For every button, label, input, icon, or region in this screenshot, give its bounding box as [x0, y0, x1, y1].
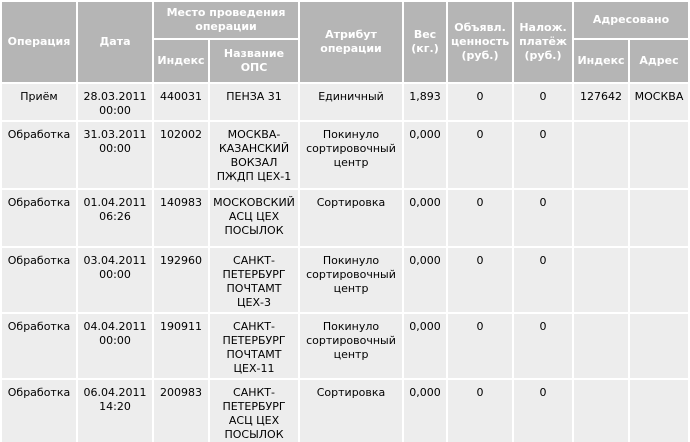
cell-cod: 0 — [514, 122, 573, 188]
cell-cod: 0 — [514, 380, 573, 442]
cell-date: 31.03.2011 00:00 — [78, 122, 152, 188]
cell-place-index: 190911 — [154, 314, 208, 378]
cell-weight: 0,000 — [404, 248, 447, 312]
header-declared-value: Объявл. ценность (руб.) — [448, 2, 513, 82]
cell-place-index: 440031 — [154, 84, 208, 120]
header-date: Дата — [78, 2, 152, 82]
header-row-bottom: Индекс Название ОПС Индекс Адрес — [2, 40, 689, 82]
cell-attribute: Покинуло сортировочный центр — [300, 248, 403, 312]
header-attribute: Атрибут операции — [300, 2, 403, 82]
cell-operation: Обработка — [2, 314, 76, 378]
cell-cod: 0 — [514, 190, 573, 246]
cell-attribute: Покинуло сортировочный центр — [300, 122, 403, 188]
cell-attribute: Покинуло сортировочный центр — [300, 314, 403, 378]
cell-addr-index — [574, 190, 629, 246]
cell-ops-name: САНКТ-ПЕТЕРБУРГ ПОЧТАМТ ЦЕХ-11 — [210, 314, 299, 378]
table-row: Обработка 31.03.2011 00:00 102002 МОСКВА… — [2, 122, 689, 188]
header-cod: Налож. платёж (руб.) — [514, 2, 573, 82]
cell-date: 06.04.2011 14:20 — [78, 380, 152, 442]
header-place-name: Название ОПС — [210, 40, 299, 82]
cell-addr-index: 127642 — [574, 84, 629, 120]
cell-date: 28.03.2011 00:00 — [78, 84, 152, 120]
cell-address — [630, 248, 689, 312]
cell-ops-name: ПЕНЗА 31 — [210, 84, 299, 120]
cell-operation: Приём — [2, 84, 76, 120]
cell-declared-value: 0 — [448, 380, 513, 442]
cell-declared-value: 0 — [448, 248, 513, 312]
cell-operation: Обработка — [2, 380, 76, 442]
cell-place-index: 140983 — [154, 190, 208, 246]
cell-place-index: 192960 — [154, 248, 208, 312]
cell-declared-value: 0 — [448, 190, 513, 246]
cell-attribute: Сортировка — [300, 380, 403, 442]
cell-ops-name: САНКТ-ПЕТЕРБУРГ АСЦ ЦЕХ ПОСЫЛОК — [210, 380, 299, 442]
cell-place-index: 102002 — [154, 122, 208, 188]
cell-address: МОСКВА — [630, 84, 689, 120]
cell-ops-name: САНКТ-ПЕТЕРБУРГ ПОЧТАМТ ЦЕХ-3 — [210, 248, 299, 312]
cell-addr-index — [574, 248, 629, 312]
cell-ops-name: МОСКВА-КАЗАНСКИЙ ВОКЗАЛ ПЖДП ЦЕХ-1 — [210, 122, 299, 188]
cell-address — [630, 122, 689, 188]
table-row: Приём 28.03.2011 00:00 440031 ПЕНЗА 31 Е… — [2, 84, 689, 120]
cell-operation: Обработка — [2, 190, 76, 246]
cell-address — [630, 190, 689, 246]
cell-addr-index — [574, 314, 629, 378]
table-row: Обработка 03.04.2011 00:00 192960 САНКТ-… — [2, 248, 689, 312]
table-row: Обработка 06.04.2011 14:20 200983 САНКТ-… — [2, 380, 689, 442]
cell-attribute: Сортировка — [300, 190, 403, 246]
cell-weight: 0,000 — [404, 122, 447, 188]
cell-cod: 0 — [514, 248, 573, 312]
cell-declared-value: 0 — [448, 314, 513, 378]
table-row: Обработка 04.04.2011 00:00 190911 САНКТ-… — [2, 314, 689, 378]
cell-declared-value: 0 — [448, 84, 513, 120]
cell-cod: 0 — [514, 314, 573, 378]
cell-declared-value: 0 — [448, 122, 513, 188]
cell-address — [630, 314, 689, 378]
cell-date: 03.04.2011 00:00 — [78, 248, 152, 312]
cell-address — [630, 380, 689, 442]
cell-weight: 1,893 — [404, 84, 447, 120]
header-row-top: Операция Дата Место проведения операции … — [2, 2, 689, 82]
header-addressed-group: Адресовано — [574, 2, 689, 38]
header-addr-index: Индекс — [574, 40, 629, 82]
cell-cod: 0 — [514, 84, 573, 120]
header-operation: Операция — [2, 2, 76, 82]
cell-weight: 0,000 — [404, 314, 447, 378]
header-place-index: Индекс — [154, 40, 208, 82]
cell-operation: Обработка — [2, 122, 76, 188]
cell-place-index: 200983 — [154, 380, 208, 442]
cell-date: 01.04.2011 06:26 — [78, 190, 152, 246]
cell-attribute: Единичный — [300, 84, 403, 120]
header-weight: Вес (кг.) — [404, 2, 447, 82]
cell-weight: 0,000 — [404, 380, 447, 442]
cell-date: 04.04.2011 00:00 — [78, 314, 152, 378]
cell-ops-name: МОСКОВСКИЙ АСЦ ЦЕХ ПОСЫЛОК — [210, 190, 299, 246]
cell-operation: Обработка — [2, 248, 76, 312]
table-row: Обработка 01.04.2011 06:26 140983 МОСКОВ… — [2, 190, 689, 246]
cell-weight: 0,000 — [404, 190, 447, 246]
header-addr-address: Адрес — [630, 40, 689, 82]
cell-addr-index — [574, 122, 629, 188]
cell-addr-index — [574, 380, 629, 442]
header-place-group: Место проведения операции — [154, 2, 299, 38]
